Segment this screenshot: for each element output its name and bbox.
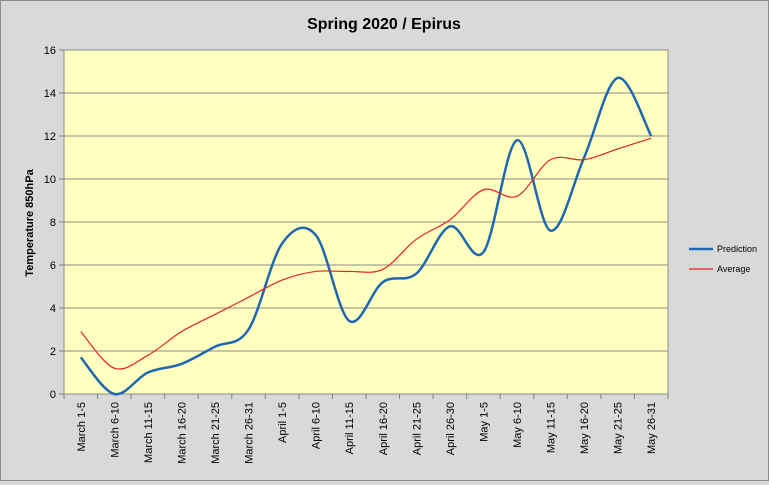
x-tick-label: March 6-10 xyxy=(109,402,121,458)
x-tick-label: March 1-5 xyxy=(76,402,88,452)
x-tick-label: April 6-10 xyxy=(311,402,323,449)
legend-label-average: Average xyxy=(717,264,750,274)
x-tick-label: March 11-15 xyxy=(143,402,155,463)
chart-title: Spring 2020 / Epirus xyxy=(307,16,461,33)
x-tick-label: March 21-25 xyxy=(210,402,222,464)
y-tick-label: 10 xyxy=(44,174,56,186)
x-tick-label: May 21-25 xyxy=(613,402,625,454)
x-tick-label: March 16-20 xyxy=(176,402,188,464)
x-tick-label: May 1-5 xyxy=(478,402,490,442)
x-tick-label: March 26-31 xyxy=(244,402,256,464)
x-tick-label: April 26-30 xyxy=(445,402,457,455)
y-tick-label: 4 xyxy=(50,303,56,315)
y-tick-label: 16 xyxy=(44,45,56,57)
x-tick-label: May 6-10 xyxy=(512,402,524,448)
y-tick-label: 2 xyxy=(50,346,56,358)
x-tick-label: May 11-15 xyxy=(546,402,558,453)
legend-label-prediction: Prediction xyxy=(717,244,757,254)
x-tick-label: April 16-20 xyxy=(378,402,390,455)
y-tick-label: 0 xyxy=(50,389,56,401)
x-tick-label: April 21-25 xyxy=(411,402,423,455)
x-tick-label: April 11-15 xyxy=(344,402,356,454)
x-tick-label: May 26-31 xyxy=(646,402,658,454)
y-axis-label: Temperature 850hPa xyxy=(24,168,36,276)
y-tick-label: 6 xyxy=(50,260,56,272)
x-tick-label: April 1-5 xyxy=(277,402,289,443)
y-tick-label: 14 xyxy=(44,88,56,100)
legend: Prediction Average xyxy=(689,244,757,274)
x-tick-label: May 16-20 xyxy=(579,402,591,454)
y-tick-label: 8 xyxy=(50,217,56,229)
y-tick-label: 12 xyxy=(44,131,56,143)
